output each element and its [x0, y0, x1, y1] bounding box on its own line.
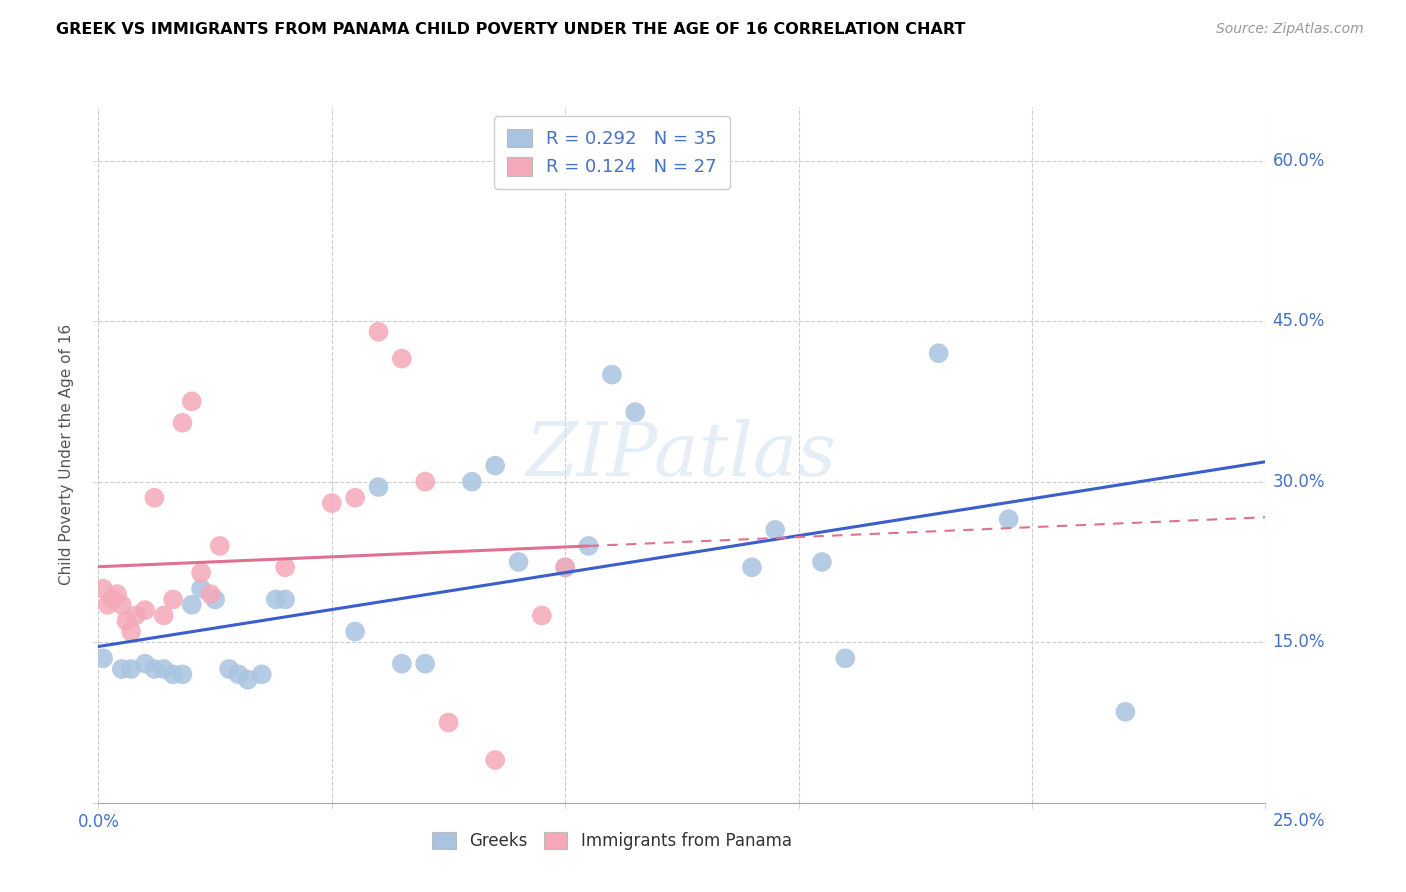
Point [484, 458, 506, 473]
Y-axis label: Child Poverty Under the Age of 16: Child Poverty Under the Age of 16 [59, 325, 75, 585]
Point [190, 582, 212, 596]
Point [125, 608, 148, 623]
Point [834, 651, 856, 665]
Point [200, 587, 222, 601]
Point [391, 657, 413, 671]
Point [461, 475, 484, 489]
Point [101, 592, 124, 607]
Point [180, 394, 202, 409]
Text: 15.0%: 15.0% [1272, 633, 1324, 651]
Text: 60.0%: 60.0% [1272, 152, 1324, 169]
Point [508, 555, 530, 569]
Text: ZIPatlas: ZIPatlas [526, 418, 838, 491]
Point [152, 662, 174, 676]
Point [162, 592, 184, 607]
Point [1114, 705, 1136, 719]
Point [274, 592, 297, 607]
Point [928, 346, 950, 360]
Point [554, 560, 576, 574]
Point [274, 560, 297, 574]
Text: Source: ZipAtlas.com: Source: ZipAtlas.com [1216, 22, 1364, 37]
Point [763, 523, 786, 537]
Point [111, 662, 134, 676]
Point [120, 662, 142, 676]
Point [190, 566, 212, 580]
Point [741, 560, 763, 574]
Point [413, 475, 436, 489]
Point [162, 667, 184, 681]
Point [344, 624, 367, 639]
Point [264, 592, 287, 607]
Point [218, 662, 240, 676]
Point [530, 608, 553, 623]
Point [172, 416, 194, 430]
Point [143, 491, 166, 505]
Point [554, 560, 576, 574]
Point [811, 555, 834, 569]
Point [413, 657, 436, 671]
Text: 25.0%: 25.0% [1272, 812, 1324, 830]
Point [180, 598, 202, 612]
Point [204, 592, 226, 607]
Point [105, 587, 128, 601]
Point [143, 662, 166, 676]
Point [367, 325, 389, 339]
Point [91, 582, 114, 596]
Point [484, 753, 506, 767]
Point [172, 667, 194, 681]
Point [97, 598, 120, 612]
Text: 30.0%: 30.0% [1272, 473, 1324, 491]
Point [111, 598, 134, 612]
Point [344, 491, 367, 505]
Point [367, 480, 389, 494]
Text: 45.0%: 45.0% [1272, 312, 1324, 330]
Point [391, 351, 413, 366]
Point [208, 539, 231, 553]
Point [120, 624, 142, 639]
Legend: Greeks, Immigrants from Panama: Greeks, Immigrants from Panama [426, 826, 799, 857]
Point [250, 667, 273, 681]
Point [236, 673, 259, 687]
Point [152, 608, 174, 623]
Point [600, 368, 623, 382]
Point [134, 603, 156, 617]
Point [437, 715, 460, 730]
Point [624, 405, 647, 419]
Point [115, 614, 138, 628]
Point [578, 539, 600, 553]
Point [91, 651, 114, 665]
Point [134, 657, 156, 671]
Point [997, 512, 1019, 526]
Point [228, 667, 250, 681]
Text: GREEK VS IMMIGRANTS FROM PANAMA CHILD POVERTY UNDER THE AGE OF 16 CORRELATION CH: GREEK VS IMMIGRANTS FROM PANAMA CHILD PO… [56, 22, 966, 37]
Point [321, 496, 343, 510]
